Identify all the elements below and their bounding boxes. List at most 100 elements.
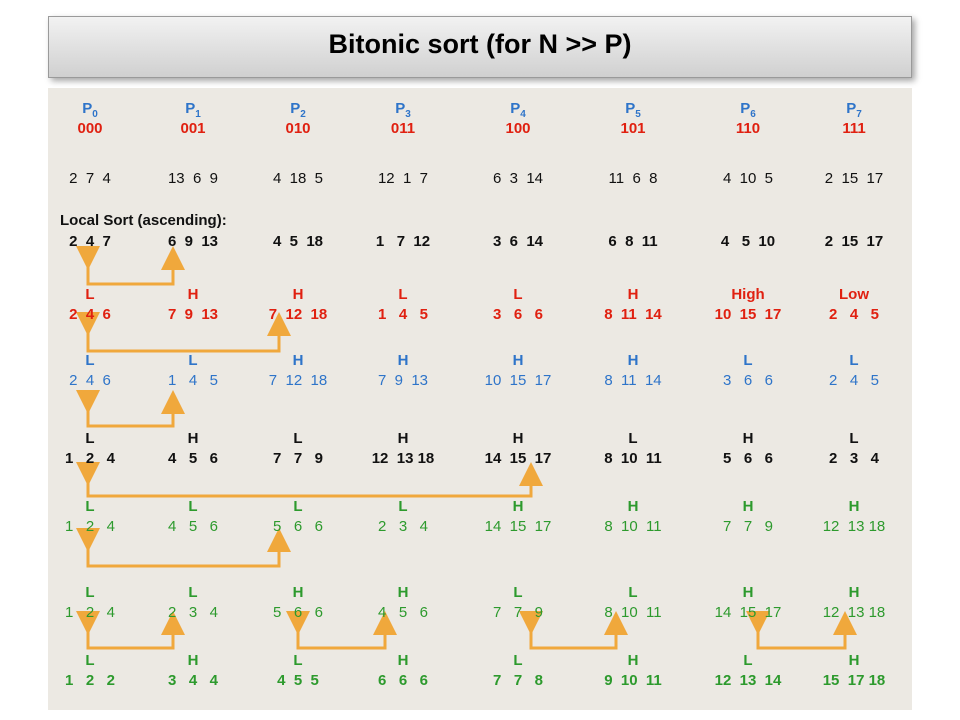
stage-block: 4 5 6 [167, 450, 219, 467]
slide-content: P0 000 P1 001 P2 010 P3 011 P4 100 P5 101 P6 110 P7 111… [48, 88, 912, 710]
exchange-label: L [849, 352, 859, 369]
processor-name: P [185, 100, 196, 117]
exchange-label: L [513, 286, 523, 303]
exchange-label: L [628, 430, 638, 447]
exchange-label: H [187, 652, 199, 669]
local-sorted-block: 4 5 10 [720, 233, 776, 250]
exchange-arrow [286, 611, 397, 650]
stage-block: 1 2 4 [64, 518, 116, 535]
exchange-label: L [293, 430, 303, 447]
stage-block: 2 3 4 [167, 604, 219, 621]
exchange-label: H [742, 498, 754, 515]
stage-block: 3 6 6 [492, 306, 544, 323]
exchange-label: H [187, 430, 199, 447]
processor-bits: 011 [390, 120, 416, 137]
exchange-label: L [293, 498, 303, 515]
stage-block: 8 10 11 [604, 518, 662, 535]
local-sorted-block: 2 15 17 [824, 233, 884, 250]
stage-block: 12 13 18 [822, 518, 886, 535]
initial-block: 4 10 5 [722, 170, 774, 187]
stage-block: 7 7 9 [272, 450, 324, 467]
stage-block: 15 17 18 [822, 672, 886, 689]
exchange-label: H [397, 652, 409, 669]
initial-block: 12 1 7 [377, 170, 429, 187]
stage-block: 7 7 9 [492, 604, 544, 621]
stage-block: 2 4 5 [828, 372, 880, 389]
exchange-label: L [743, 352, 753, 369]
stage-block: 5 6 6 [272, 518, 324, 535]
exchange-label: L [513, 652, 523, 669]
exchange-label: H [848, 652, 860, 669]
exchange-label: L [398, 286, 408, 303]
exchange-label: H [512, 430, 524, 447]
initial-block: 4 18 5 [272, 170, 324, 187]
stage-block: 12 13 18 [371, 450, 435, 467]
stage-block: 14 15 17 [714, 604, 782, 621]
stage-block: 12 13 14 [714, 672, 782, 689]
processor-index: 3 [405, 109, 411, 120]
exchange-label: L [188, 498, 198, 515]
exchange-label: Low [839, 286, 869, 303]
local-sorted-block: 4 5 18 [272, 233, 324, 250]
stage-block: 1 2 4 [64, 450, 116, 467]
exchange-label: H [397, 352, 409, 369]
exchange-label: L [188, 352, 198, 369]
stage-block: 4 5 5 [277, 672, 319, 689]
processor-bits: 000 [77, 120, 103, 137]
slide-title: Bitonic sort (for N >> P) [328, 29, 632, 59]
exchange-label: L [85, 352, 95, 369]
processor-label: P1 [139, 100, 247, 124]
exchange-label: L [85, 584, 95, 601]
exchange-label: H [292, 584, 304, 601]
processor-index: 0 [92, 109, 98, 120]
exchange-label: H [742, 584, 754, 601]
local-sorted-block: 3 6 14 [492, 233, 544, 250]
exchange-label: L [628, 584, 638, 601]
exchange-arrow [76, 462, 543, 498]
exchange-label: H [627, 652, 639, 669]
stage-block: 12 13 18 [822, 604, 886, 621]
processor-name: P [625, 100, 636, 117]
stage-block: 1 2 2 [64, 672, 116, 689]
exchange-label: H [512, 352, 524, 369]
exchange-arrow [76, 246, 185, 286]
processor-index: 5 [635, 109, 641, 120]
stage-block: 10 15 17 [484, 372, 552, 389]
stage-block: 7 7 9 [722, 518, 774, 535]
local-sort-label: Local Sort (ascending): [60, 212, 227, 229]
exchange-label: L [398, 498, 408, 515]
processor-label: P4 [464, 100, 572, 124]
initial-block: 6 3 14 [492, 170, 544, 187]
stage-block: 2 3 4 [377, 518, 429, 535]
exchange-label: High [731, 286, 765, 303]
local-sorted-block: 6 9 13 [167, 233, 219, 250]
exchange-arrow [76, 390, 185, 428]
exchange-label: L [849, 430, 859, 447]
processor-label: P2 [244, 100, 352, 124]
exchange-label: L [85, 430, 95, 447]
exchange-label: L [85, 652, 95, 669]
processor-name: P [395, 100, 406, 117]
processor-bits: 010 [285, 120, 311, 137]
processor-index: 1 [195, 109, 201, 120]
stage-block: 3 4 4 [167, 672, 219, 689]
local-sorted-block: 6 8 11 [608, 233, 658, 250]
processor-bits: 001 [180, 120, 206, 137]
processor-name: P [740, 100, 751, 117]
processor-name: P [846, 100, 857, 117]
stage-block: 8 10 11 [604, 450, 662, 467]
initial-block: 11 6 8 [608, 170, 658, 187]
stage-block: 5 6 6 [722, 450, 774, 467]
processor-bits: 111 [842, 120, 866, 137]
local-sorted-block: 1 7 12 [375, 233, 431, 250]
title-bar: Bitonic sort (for N >> P) [48, 16, 912, 78]
processor-bits: 110 [735, 120, 761, 137]
stage-block: 7 7 8 [492, 672, 544, 689]
processor-name: P [82, 100, 93, 117]
stage-block: 1 4 5 [167, 372, 219, 389]
processor-bits: 101 [620, 120, 646, 137]
stage-block: 2 4 5 [828, 306, 880, 323]
processor-index: 4 [520, 109, 526, 120]
processor-label: P7 [800, 100, 908, 124]
stage-block: 7 9 13 [377, 372, 429, 389]
